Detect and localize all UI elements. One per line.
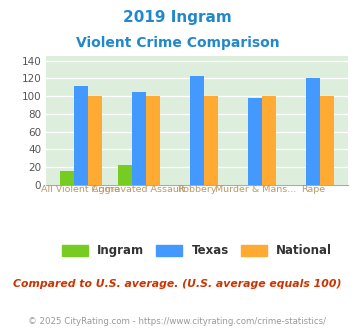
- Bar: [146, 96, 160, 185]
- Bar: [248, 98, 262, 185]
- Text: Robbery: Robbery: [177, 185, 217, 194]
- Bar: [118, 165, 132, 185]
- Text: Aggravated Assault: Aggravated Assault: [92, 185, 186, 194]
- Bar: [262, 96, 276, 185]
- Bar: [132, 92, 146, 185]
- Text: Violent Crime Comparison: Violent Crime Comparison: [76, 36, 279, 50]
- Bar: [60, 172, 74, 185]
- Bar: [320, 96, 334, 185]
- Text: Compared to U.S. average. (U.S. average equals 100): Compared to U.S. average. (U.S. average …: [13, 279, 342, 289]
- Text: Murder & Mans...: Murder & Mans...: [214, 185, 296, 194]
- Bar: [88, 96, 102, 185]
- Text: Rape: Rape: [301, 185, 325, 194]
- Text: All Violent Crime: All Violent Crime: [41, 185, 120, 194]
- Text: © 2025 CityRating.com - https://www.cityrating.com/crime-statistics/: © 2025 CityRating.com - https://www.city…: [28, 317, 327, 326]
- Bar: [306, 78, 320, 185]
- Legend: Ingram, Texas, National: Ingram, Texas, National: [57, 240, 337, 262]
- Text: 2019 Ingram: 2019 Ingram: [123, 10, 232, 25]
- Bar: [74, 86, 88, 185]
- Bar: [190, 76, 204, 185]
- Bar: [204, 96, 218, 185]
